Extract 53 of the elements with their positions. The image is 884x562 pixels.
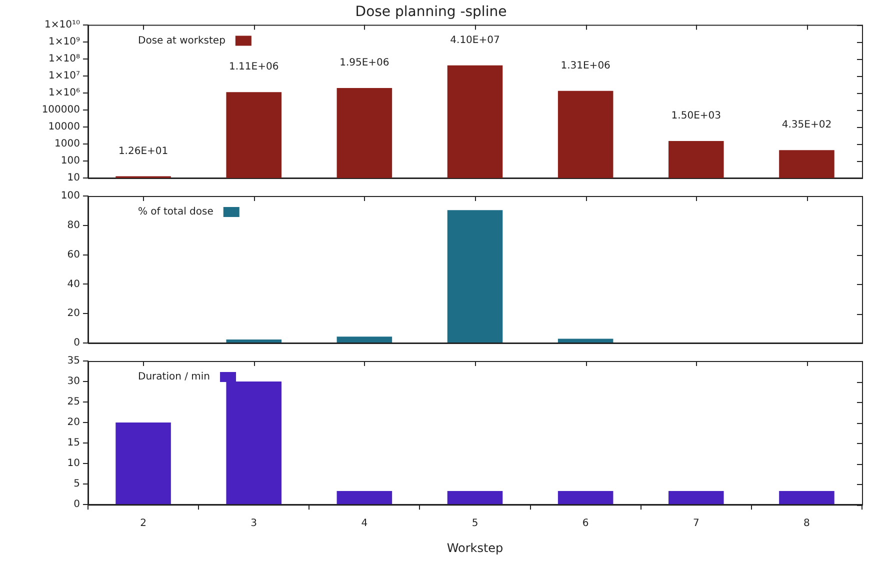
data-label: 4.35E+02	[782, 120, 832, 131]
y-tick-label: 20	[67, 308, 80, 320]
x-tick-label: 7	[692, 518, 700, 530]
bar	[226, 339, 282, 342]
x-tick-label: 2	[140, 518, 146, 530]
y-tick-label: 100000	[42, 104, 80, 116]
x-tick-label: 5	[472, 518, 478, 530]
y-tick-label: 100	[60, 156, 80, 167]
data-label: 1.26E+01	[118, 146, 168, 157]
x-tick-label: 8	[804, 518, 810, 530]
bar	[779, 491, 834, 504]
y-tick-label: 100	[60, 190, 80, 202]
y-tick-label: 5	[74, 478, 80, 490]
y-tick-label: 25	[67, 396, 80, 408]
bar	[447, 491, 503, 504]
y-tick-label: 1×10⁷	[48, 70, 80, 82]
y-tick-label: 80	[67, 220, 80, 231]
data-label: 1.50E+03	[671, 110, 721, 122]
data-label: 1.11E+06	[229, 62, 279, 73]
legend-label: % of total dose	[138, 206, 214, 218]
y-tick-label: 1×10⁶	[48, 87, 80, 98]
y-tick-label: 1×10⁹	[48, 36, 80, 48]
bar	[558, 338, 614, 342]
y-tick-label: 10000	[48, 122, 80, 133]
y-tick-label: 20	[67, 417, 80, 428]
legend-label: Dose at workstep	[138, 35, 226, 46]
x-tick-label: 6	[582, 518, 589, 530]
y-tick-label: 60	[67, 249, 80, 260]
y-tick-label: 10	[67, 458, 80, 470]
y-tick-label: 40	[67, 278, 80, 290]
bar	[668, 491, 724, 504]
bar	[558, 491, 614, 504]
legend-label: Duration / min	[138, 372, 210, 383]
bar	[116, 422, 171, 504]
bar	[336, 336, 392, 342]
bar	[336, 491, 392, 504]
y-tick-label: 35	[67, 356, 80, 367]
bar	[447, 210, 503, 342]
x-tick-label: 4	[361, 518, 368, 530]
y-tick-label: 30	[67, 376, 80, 388]
data-label: 4.10E+07	[450, 35, 500, 46]
y-tick-label: 1000	[54, 138, 80, 150]
x-tick-label: 3	[250, 518, 258, 530]
chart-title: Dose planning -spline	[355, 4, 507, 20]
data-label: 1.31E+06	[560, 60, 610, 72]
y-tick-label: 1×10¹⁰	[44, 19, 80, 30]
y-tick-label: 10	[67, 172, 80, 184]
data-label: 1.95E+06	[340, 58, 390, 69]
y-tick-label: 1×10⁸	[48, 53, 80, 64]
y-tick-label: 0	[74, 338, 80, 349]
y-tick-label: 15	[67, 438, 80, 449]
x-axis-title: Workstep	[446, 540, 504, 555]
y-tick-label: 0	[74, 499, 80, 510]
